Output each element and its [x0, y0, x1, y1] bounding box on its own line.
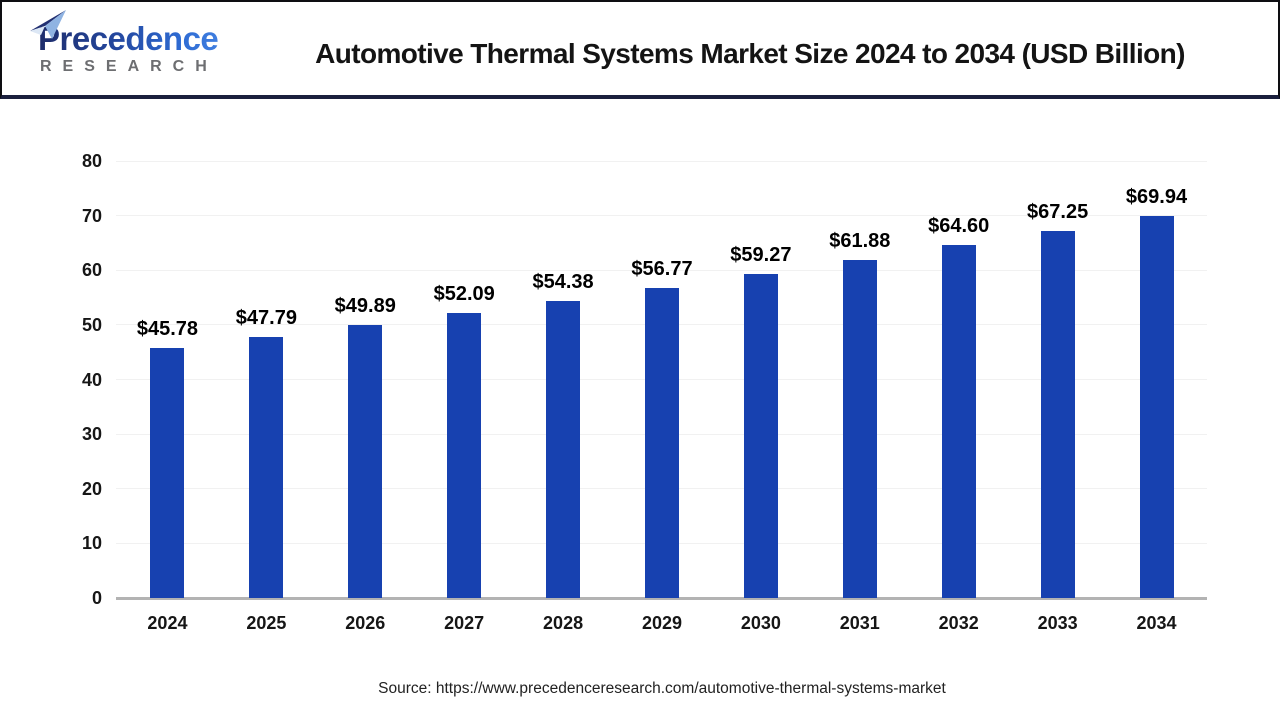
- x-tick-label: 2029: [641, 613, 682, 633]
- bar-slot: $69.94: [1107, 161, 1206, 598]
- x-tick-label: 2028: [543, 613, 584, 633]
- x-tick-label: 2032: [938, 613, 979, 633]
- bar-value-label: $67.25: [1027, 200, 1089, 223]
- bar-2024: [150, 347, 185, 598]
- bar-2030: [743, 274, 778, 598]
- precedence-research-logo: Precedence RESEARCH: [30, 10, 244, 75]
- paper-plane-icon: [30, 10, 66, 39]
- bar-slot: $67.25: [1008, 161, 1107, 598]
- x-tick-label: 2030: [740, 613, 781, 633]
- bar-value-label: $56.77: [631, 257, 693, 280]
- bar-2033: [1040, 230, 1075, 598]
- bar-2025: [249, 336, 284, 598]
- bar-2034: [1139, 215, 1174, 598]
- bar-value-label: $69.94: [1125, 185, 1188, 208]
- x-tick-label: 2031: [839, 613, 880, 633]
- bar-slot: $59.27: [711, 161, 810, 598]
- x-axis-labels: 2024 2025 2026 2027 2028 2029 2030 2031 2032 2033…: [118, 611, 1206, 635]
- x-tick-label: 2024: [147, 613, 188, 633]
- logo-brand-text: Precedence: [32, 22, 219, 55]
- gridline: [116, 215, 1207, 217]
- bar-value-label: $45.78: [136, 317, 199, 340]
- y-tick-label: 60: [81, 260, 102, 281]
- bar-2027: [447, 313, 482, 598]
- y-tick-label: 0: [91, 588, 102, 608]
- bar-slot: $64.60: [909, 161, 1008, 598]
- x-tick-label: 2033: [1037, 613, 1078, 633]
- bar-2028: [546, 300, 581, 598]
- x-tick-label: 2027: [444, 613, 485, 633]
- gridline: [116, 269, 1207, 271]
- bar-2032: [941, 245, 976, 598]
- logo-research-text: RESEARCH: [40, 58, 218, 75]
- bar-slot: $61.88: [810, 161, 909, 598]
- header: Precedence RESEARCH Automotive Thermal S…: [0, 0, 1280, 99]
- bar-value-label: $52.09: [433, 283, 495, 306]
- bar-value-label: $54.38: [532, 270, 594, 293]
- bar-value-label: $59.27: [730, 244, 792, 267]
- source-text: Source: https://www.precedenceresearch.c…: [378, 680, 946, 697]
- bar-value-label: $47.79: [235, 306, 297, 329]
- bar-value-label: $64.60: [928, 215, 990, 238]
- bar-slot: $47.79: [217, 161, 316, 598]
- y-tick-label: 20: [81, 478, 102, 499]
- bar-slot: $54.38: [514, 161, 613, 598]
- bar-slot: $52.09: [415, 161, 514, 598]
- bars-container: $45.78 $47.79 $49.89 $52.09 $54.38 $56.77 $59.…: [118, 161, 1206, 598]
- bar-value-label: $49.89: [334, 295, 396, 318]
- bar-slot: $49.89: [316, 161, 415, 598]
- logo-mark: Precedence: [30, 10, 244, 55]
- y-tick-label: 30: [81, 424, 102, 445]
- bar-slot: $56.77: [613, 161, 712, 598]
- x-tick-label: 2025: [246, 613, 287, 633]
- y-tick-label: 50: [81, 314, 102, 335]
- y-tick-label: 10: [81, 533, 102, 554]
- bar-2029: [644, 287, 679, 598]
- bar-2026: [348, 325, 383, 598]
- x-tick-label: 2034: [1136, 613, 1177, 633]
- gridline: [116, 160, 1207, 162]
- bar-2031: [842, 259, 877, 598]
- chart-title: Automotive Thermal Systems Market Size 2…: [315, 37, 1185, 69]
- bar-slot: $45.78: [118, 161, 217, 598]
- y-tick-label: 40: [81, 369, 102, 390]
- y-tick-label: 80: [81, 151, 102, 171]
- y-tick-label: 70: [81, 205, 102, 226]
- bar-value-label: $61.88: [829, 229, 891, 252]
- x-axis-line: [116, 597, 1207, 600]
- x-tick-label: 2026: [345, 613, 386, 633]
